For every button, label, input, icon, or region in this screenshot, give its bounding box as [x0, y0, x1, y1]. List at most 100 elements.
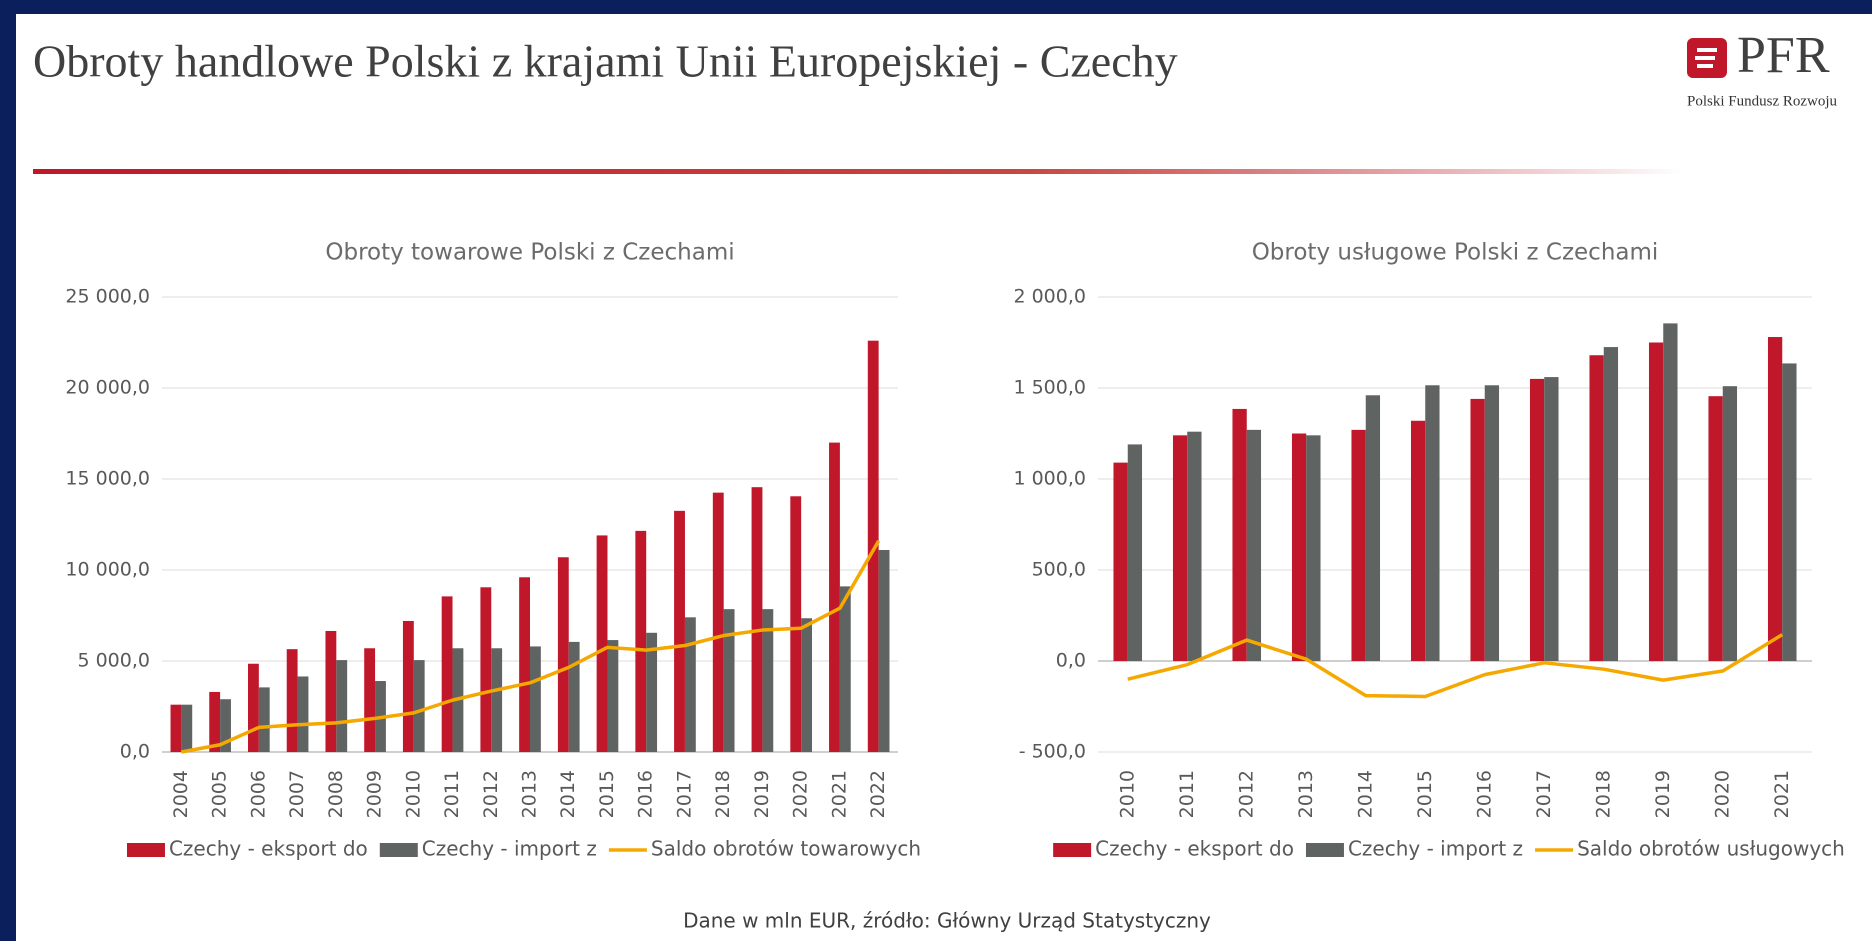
- bar: [801, 618, 813, 752]
- legend-label: Saldo obrotów towarowych: [651, 837, 921, 861]
- bar: [635, 530, 647, 752]
- y-tick-label: 25 000,0: [65, 286, 150, 308]
- line-series: [181, 540, 881, 754]
- logo-subtitle: Polski Fundusz Rozwoju: [1687, 93, 1838, 109]
- x-tick-label: 2020: [790, 770, 812, 818]
- bar: [1589, 355, 1604, 661]
- x-tick-label: 2011: [1176, 770, 1198, 818]
- legend-label: Czechy - eksport do: [1095, 837, 1294, 861]
- bar: [1172, 435, 1188, 661]
- x-tick-label: 2014: [557, 770, 579, 818]
- x-tick-label: 2011: [441, 770, 463, 818]
- bar: [336, 660, 348, 752]
- bar: [723, 609, 735, 752]
- bar: [1722, 386, 1738, 661]
- x-tick-label: 2015: [1414, 770, 1436, 818]
- bar: [413, 660, 425, 752]
- x-tick-label: 2012: [480, 770, 502, 818]
- x-tick-label: 2014: [1354, 770, 1376, 818]
- bar: [258, 687, 270, 752]
- bar: [1113, 462, 1128, 661]
- bar: [878, 549, 890, 752]
- bar: [1365, 395, 1381, 661]
- legend-swatch: [1305, 843, 1344, 857]
- bar: [1410, 420, 1426, 661]
- bar: [1708, 396, 1723, 661]
- bar: [1351, 429, 1366, 661]
- x-tick-label: 2005: [209, 770, 231, 818]
- bar: [1425, 385, 1440, 661]
- bar: [480, 587, 492, 752]
- legend-label: Czechy - import z: [1348, 837, 1523, 861]
- y-tick-label: 15 000,0: [65, 468, 150, 490]
- legend-swatch: [126, 843, 165, 857]
- bar: [557, 557, 569, 752]
- logo-text: PFR: [1737, 27, 1830, 84]
- bar: [402, 620, 414, 752]
- y-tick-label: - 500,0: [1019, 741, 1086, 763]
- page-title: Obroty handlowe Polski z krajami Unii Eu…: [33, 36, 1178, 87]
- bar: [247, 663, 259, 752]
- y-tick-label: 20 000,0: [65, 377, 150, 399]
- bar: [1232, 408, 1247, 661]
- bar: [1663, 323, 1678, 661]
- bar: [209, 691, 221, 752]
- x-tick-label: 2008: [325, 770, 347, 818]
- y-tick-label: 0,0: [120, 741, 150, 763]
- bar: [1782, 363, 1797, 661]
- legend-swatch: [379, 843, 418, 857]
- bar: [712, 492, 724, 752]
- legend-label: Czechy - eksport do: [169, 837, 368, 861]
- y-tick-label: 10 000,0: [65, 559, 150, 581]
- x-tick-label: 2012: [1235, 770, 1257, 818]
- y-tick-label: 1 500,0: [1013, 377, 1086, 399]
- bar: [762, 609, 774, 752]
- x-tick-label: 2016: [1473, 770, 1495, 818]
- footer-note: Dane w mln EUR, źródło: Główny Urząd Sta…: [683, 909, 1211, 933]
- bar: [1246, 429, 1262, 661]
- x-tick-label: 2019: [751, 770, 773, 818]
- y-tick-label: 0,0: [1056, 650, 1086, 672]
- panel: [16, 14, 1872, 941]
- x-tick-label: 2017: [673, 770, 695, 818]
- chart-title: Obroty usługowe Polski z Czechami: [1252, 240, 1659, 266]
- x-tick-label: 2017: [1533, 770, 1555, 818]
- bar: [1484, 385, 1500, 661]
- legend-swatch: [1053, 843, 1092, 857]
- bar: [646, 632, 658, 752]
- bar: [1306, 435, 1321, 661]
- x-tick-label: 2021: [1771, 770, 1793, 818]
- bar: [1187, 431, 1202, 661]
- bar: [607, 640, 619, 752]
- line-series: [1127, 633, 1784, 699]
- y-tick-label: 5 000,0: [77, 650, 150, 672]
- x-tick-label: 2015: [596, 770, 618, 818]
- bar: [1529, 378, 1545, 661]
- chart-title: Obroty towarowe Polski z Czechami: [325, 240, 734, 266]
- bar: [674, 510, 685, 752]
- bar: [751, 487, 763, 752]
- bar: [839, 586, 851, 752]
- legend-label: Saldo obrotów usługowych: [1577, 837, 1845, 861]
- bar: [568, 641, 580, 752]
- x-tick-label: 2010: [1116, 770, 1138, 818]
- bar: [790, 496, 802, 752]
- x-tick-label: 2019: [1652, 770, 1674, 818]
- bar: [325, 630, 337, 752]
- bar: [1767, 337, 1783, 661]
- header-rule: [33, 169, 1684, 174]
- bar: [519, 577, 530, 752]
- x-tick-label: 2013: [1295, 770, 1317, 818]
- bar: [364, 648, 376, 752]
- x-tick-label: 2020: [1711, 770, 1733, 818]
- x-tick-label: 2010: [402, 770, 424, 818]
- bar: [286, 649, 298, 752]
- bar: [867, 340, 879, 752]
- bar: [829, 442, 840, 752]
- logo-icon-lines: [1695, 48, 1717, 68]
- y-tick-label: 1 000,0: [1013, 468, 1086, 490]
- bar: [181, 704, 193, 752]
- bar: [530, 646, 541, 752]
- bar: [441, 596, 453, 752]
